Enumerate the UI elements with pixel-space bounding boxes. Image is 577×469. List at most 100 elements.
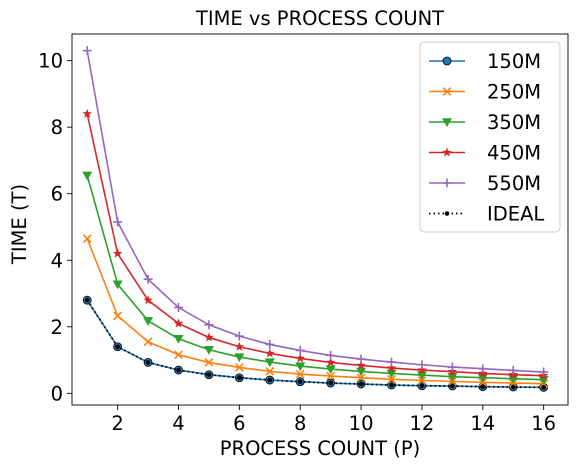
data-point-350m: [356, 367, 367, 377]
data-point-250m: [204, 358, 214, 367]
axes-frame: [71, 33, 569, 406]
legend-item-ideal: IDEAL: [429, 203, 544, 226]
data-point-250m: [356, 373, 366, 383]
data-point-ideal: [358, 381, 364, 387]
data-point-550m: [539, 367, 549, 377]
legend-marker-550m: [442, 178, 452, 188]
y-axis-label: TIME (T): [8, 184, 31, 265]
legend-label: 450M: [487, 142, 541, 165]
data-point-450m: [173, 318, 184, 328]
data-point-550m: [295, 345, 305, 355]
legend-label: 350M: [487, 111, 541, 134]
data-point-350m: [386, 369, 397, 379]
data-point-250m: [326, 371, 336, 381]
data-point-550m: [508, 365, 518, 375]
x-tick-label: 2: [111, 412, 123, 435]
data-point-ideal: [267, 377, 273, 383]
legend-item-250m: 250M: [429, 81, 541, 104]
series-line-350m: [86, 175, 544, 381]
data-point-550m: [447, 362, 457, 372]
data-point-550m: [204, 320, 214, 330]
legend-item-150m: 150M: [429, 50, 541, 73]
data-point-ideal: [419, 383, 425, 389]
axes: 2 4 6 8 10 12 14 16 0 2 4 6 8 10: [38, 33, 569, 435]
data-point-ideal: [328, 380, 333, 386]
data-point-550m: [387, 357, 397, 367]
data-point-450m: [295, 353, 305, 363]
data-point-550m: [326, 350, 336, 360]
data-point-350m: [203, 346, 214, 355]
x-tick-label: 6: [233, 412, 245, 435]
x-tick-label: 4: [172, 412, 184, 435]
x-tick-label: 16: [531, 412, 556, 435]
data-point-450m: [112, 248, 123, 258]
data-point-550m: [234, 331, 244, 341]
series-250m: [82, 234, 549, 389]
data-point-ideal: [480, 384, 486, 389]
legend-marker-ideal: [444, 211, 450, 216]
legend-label: IDEAL: [487, 203, 544, 226]
data-point-550m: [265, 339, 275, 349]
data-point-550m: [174, 303, 184, 313]
data-point-450m: [234, 341, 245, 351]
legend-marker-250m: [442, 87, 452, 96]
data-point-250m: [174, 350, 183, 360]
data-point-ideal: [145, 360, 151, 365]
legend-marker-450m: [442, 147, 452, 157]
data-point-350m: [82, 171, 93, 181]
series-line-450m: [86, 113, 544, 377]
data-point-450m: [82, 108, 92, 118]
data-point-250m: [387, 375, 396, 384]
data-point-250m: [417, 376, 427, 385]
data-point-450m: [265, 348, 275, 358]
data-point-ideal: [297, 379, 303, 385]
data-point-350m: [173, 335, 184, 344]
data-point-450m: [325, 357, 336, 367]
legend-marker-350m: [442, 118, 452, 127]
data-point-350m: [264, 358, 275, 368]
series-line-250m: [86, 238, 544, 385]
series-line-150m: [86, 299, 544, 389]
x-tick-label: 14: [470, 412, 495, 435]
data-point-450m: [143, 295, 153, 305]
data-point-350m: [508, 374, 519, 384]
data-point-ideal: [389, 382, 394, 388]
data-point-550m: [417, 360, 427, 370]
legend-label: 550M: [487, 172, 541, 195]
legend-box: [419, 41, 561, 233]
series-ideal: [84, 297, 546, 390]
x-tick-label: 10: [349, 412, 374, 435]
data-point-350m: [325, 365, 336, 375]
data-point-ideal: [206, 372, 212, 378]
data-point-450m: [204, 332, 214, 342]
data-point-250m: [113, 311, 123, 321]
data-point-550m: [356, 354, 366, 364]
data-point-350m: [234, 353, 245, 363]
y-tick-label: 4: [51, 249, 63, 272]
y-tick-label: 8: [51, 116, 63, 139]
chart-title: TIME vs PROCESS COUNT: [195, 7, 444, 30]
data-point-550m: [478, 364, 488, 374]
data-point-ideal: [84, 297, 90, 303]
data-point-ideal: [237, 375, 242, 381]
data-point-250m: [265, 367, 275, 376]
data-point-250m: [295, 369, 305, 379]
data-point-ideal: [541, 385, 546, 390]
data-point-350m: [295, 362, 306, 372]
data-point-350m: [143, 317, 154, 326]
legend-label: 150M: [487, 50, 541, 73]
plot-area: [82, 46, 549, 392]
legend-marker-150m: [442, 56, 452, 66]
series-550m: [82, 46, 549, 377]
data-point-550m: [143, 274, 153, 284]
y-tick-label: 0: [51, 382, 63, 405]
data-point-450m: [417, 365, 427, 375]
data-point-250m: [82, 234, 92, 243]
legend-item-550m: 550M: [429, 172, 541, 195]
x-tick-label: 12: [410, 412, 435, 435]
legend-item-350m: 350M: [429, 111, 541, 134]
y-tick-label: 6: [51, 183, 63, 206]
series-line-550m: [86, 50, 544, 373]
x-tick-label: 8: [294, 412, 306, 435]
